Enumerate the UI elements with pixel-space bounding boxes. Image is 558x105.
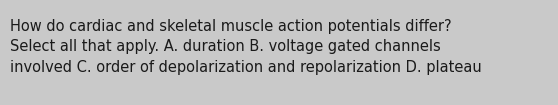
Text: How do cardiac and skeletal muscle action potentials differ?
Select all that app: How do cardiac and skeletal muscle actio… [10,19,482,75]
